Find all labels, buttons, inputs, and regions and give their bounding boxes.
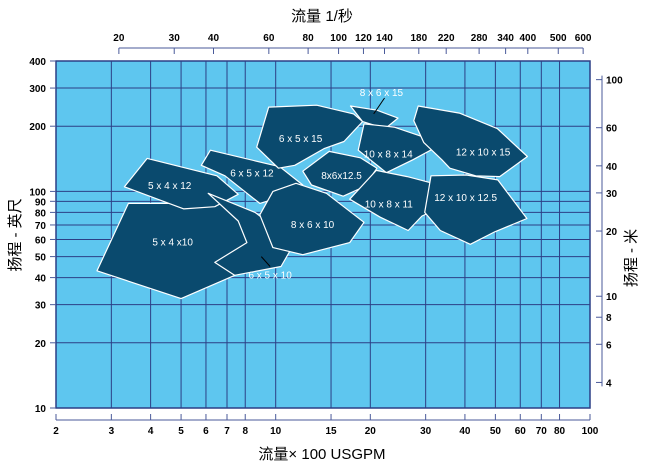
right-tick-label: 8 xyxy=(606,313,612,324)
leader-line xyxy=(260,256,271,267)
right-tick-label: 20 xyxy=(606,227,618,238)
top-tick-label: 600 xyxy=(575,33,592,44)
bottom-tick-label: 10 xyxy=(270,426,282,437)
left-tick-label: 80 xyxy=(35,208,47,219)
top-tick-label: 100 xyxy=(330,33,347,44)
plot-border xyxy=(55,60,591,409)
left-tick-label: 400 xyxy=(29,57,46,68)
bottom-tick-label: 20 xyxy=(365,426,377,437)
bottom-tick-label: 6 xyxy=(203,426,209,437)
pump-zone xyxy=(349,169,451,232)
top-tick-label: 80 xyxy=(303,33,315,44)
right-tick-label: 10 xyxy=(606,292,618,303)
bottom-tick-label: 4 xyxy=(148,426,154,437)
right-tick-label: 30 xyxy=(606,189,618,200)
bottom-tick-label: 8 xyxy=(242,426,248,437)
top-axis-title: 流量 1/秒 xyxy=(291,8,353,25)
right-tick-label: 6 xyxy=(606,340,612,351)
zone-label: 8x6x12.5 xyxy=(321,171,362,182)
zone-label: 6 x 5 x 12 xyxy=(230,168,274,179)
pump-zone xyxy=(302,150,378,197)
bottom-tick-label: 100 xyxy=(582,426,599,437)
bottom-tick-label: 5 xyxy=(178,426,184,437)
zone-label: 10 x 8 x 14 xyxy=(364,150,413,161)
right-tick-label: 4 xyxy=(606,378,612,389)
pump-zone xyxy=(123,157,239,210)
left-tick-label: 30 xyxy=(35,301,47,312)
right-tick-label: 40 xyxy=(606,162,618,173)
top-tick-label: 20 xyxy=(113,33,125,44)
left-tick-label: 20 xyxy=(35,339,47,350)
zone-label: 6 x 5 x 10 xyxy=(248,270,292,281)
pump-zone xyxy=(424,174,528,245)
top-tick-label: 30 xyxy=(169,33,181,44)
bottom-tick-label: 80 xyxy=(554,426,566,437)
left-tick-label: 90 xyxy=(35,197,47,208)
bottom-tick-label: 2 xyxy=(53,426,59,437)
zone-label: 8 x 6 x 10 xyxy=(291,220,335,231)
top-tick-label: 500 xyxy=(550,33,567,44)
zone-label: 5 x 4 x10 xyxy=(152,238,193,249)
top-tick-label: 220 xyxy=(438,33,455,44)
bottom-tick-label: 50 xyxy=(490,426,502,437)
bottom-tick-label: 40 xyxy=(459,426,471,437)
bottom-tick-label: 60 xyxy=(515,426,527,437)
zone-label: 10 x 8 x 11 xyxy=(365,200,414,211)
zone-labels: 5 x 4 x10 5 x 4 x 12 6 x 5 x 10 6 x 5 x 12 8… xyxy=(148,88,511,281)
left-tick-label: 10 xyxy=(35,404,47,415)
top-tick-label: 60 xyxy=(263,33,275,44)
bottom-tick-label: 30 xyxy=(420,426,432,437)
bottom-tick-label: 15 xyxy=(325,426,337,437)
left-tick-label: 60 xyxy=(35,235,47,246)
zone-label: 6 x 5 x 15 xyxy=(279,134,323,145)
left-tick-label: 40 xyxy=(35,274,47,285)
pump-zone xyxy=(349,105,399,130)
zone-label: 12 x 10 x 15 xyxy=(456,148,511,159)
right-tick-label: 60 xyxy=(606,124,618,135)
top-tick-label: 400 xyxy=(519,33,536,44)
right-axis-title: 扬程 - 米 xyxy=(623,229,640,287)
zone-label: 5 x 4 x 12 xyxy=(148,181,192,192)
left-tick-label: 70 xyxy=(35,221,47,232)
bottom-tick-label: 3 xyxy=(109,426,115,437)
pump-zone xyxy=(357,123,435,174)
left-axis-title: 扬程 - 英尺 xyxy=(6,198,24,271)
bottom-tick-label: 70 xyxy=(536,426,548,437)
right-tick-label: 100 xyxy=(606,76,623,87)
leader-line xyxy=(373,97,385,115)
zone-label: 8 x 6 x 15 xyxy=(360,88,404,99)
bottom-tick-label: 7 xyxy=(224,426,230,437)
pump-zone xyxy=(256,104,364,169)
axes: 2 3 4 5 6 7 8 10 15 20 30 40 50 60 70 80 100 20 30 40 60 80 10… xyxy=(29,33,623,437)
zone-label: 12 x 10 x 12.5 xyxy=(434,193,497,204)
top-tick-label: 120 xyxy=(355,33,372,44)
pump-zone xyxy=(413,105,529,178)
top-tick-label: 340 xyxy=(497,33,514,44)
left-tick-label: 100 xyxy=(29,187,46,198)
bottom-axis-title: 流量× 100 USGPM xyxy=(258,446,385,463)
pump-zone xyxy=(259,182,365,256)
left-tick-label: 200 xyxy=(29,122,46,133)
top-tick-label: 280 xyxy=(471,33,488,44)
top-tick-label: 180 xyxy=(410,33,427,44)
left-tick-label: 50 xyxy=(35,253,47,264)
left-tick-label: 300 xyxy=(29,84,46,95)
top-tick-label: 40 xyxy=(208,33,220,44)
top-tick-label: 140 xyxy=(376,33,393,44)
pump-zones xyxy=(96,104,529,300)
